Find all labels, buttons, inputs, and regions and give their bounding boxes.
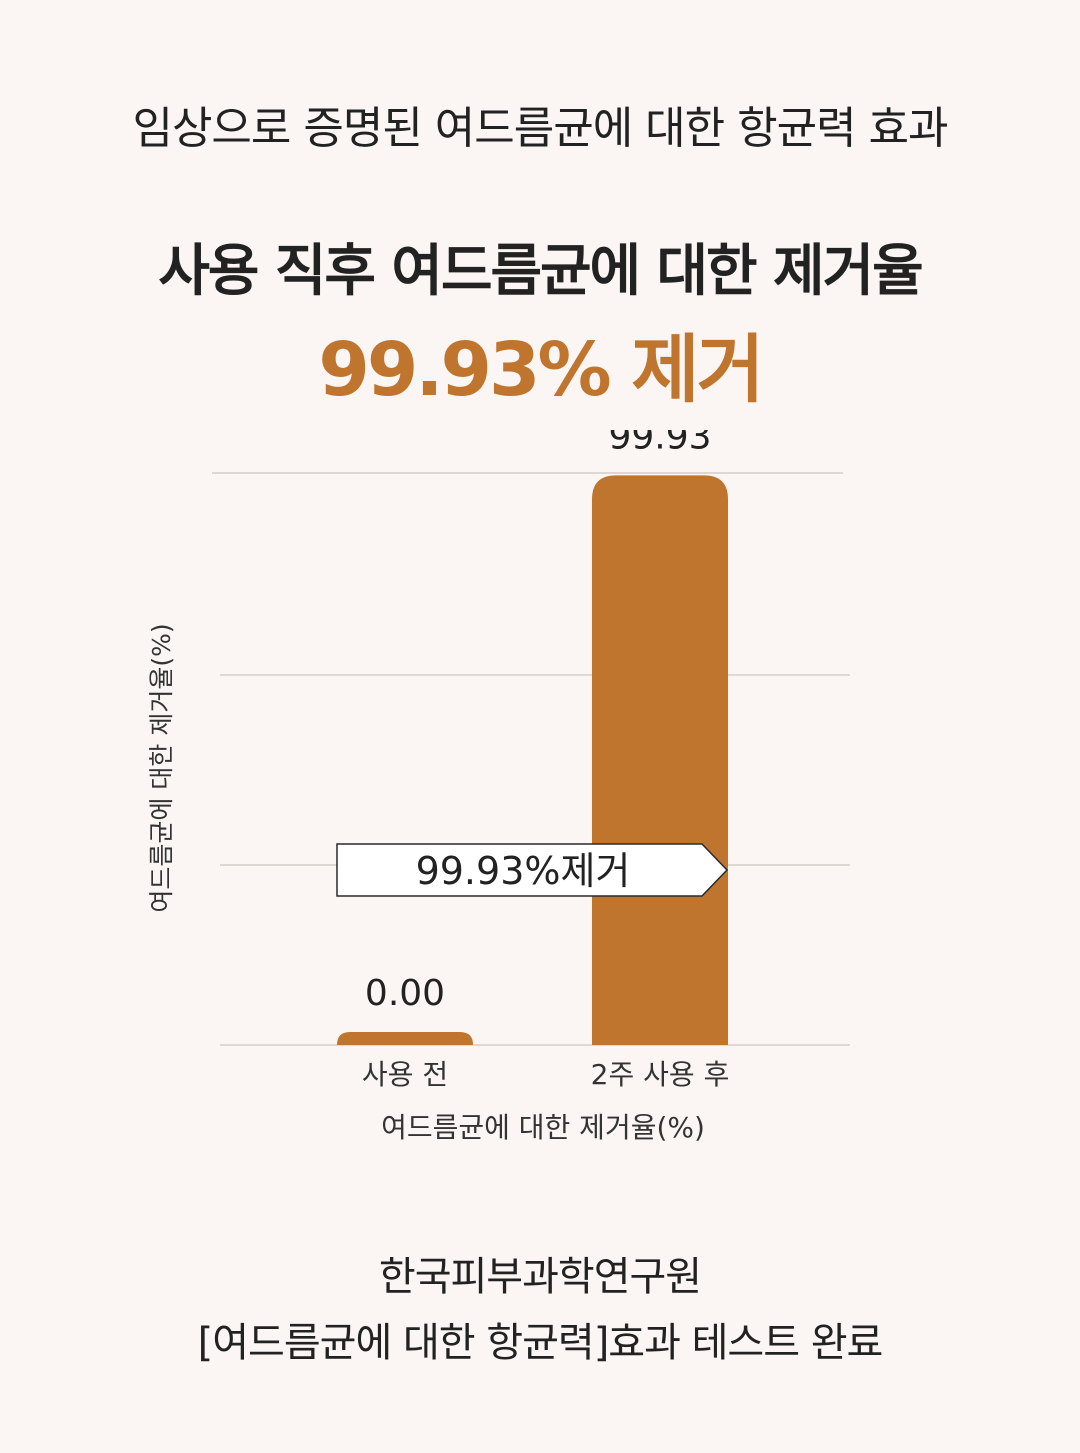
- data-label-1: 99.93: [608, 430, 711, 457]
- x-axis-label: 여드름균에 대한 제거율(%): [381, 1111, 705, 1144]
- footer-test-note: [여드름균에 대한 항균력]효과 테스트 완료: [197, 1320, 884, 1366]
- bars: [337, 475, 728, 1045]
- gridlines: [212, 472, 850, 1046]
- bar-0: [337, 1032, 473, 1045]
- annotation-arrow-shape: [336, 843, 729, 897]
- annotation-arrow: 99.93%제거: [336, 843, 729, 897]
- data-label-0: 0.00: [365, 973, 445, 1014]
- page-title: 임상으로 증명된 여드름균에 대한 항균력 효과: [132, 103, 948, 154]
- highlight-result: 99.93% 제거: [318, 327, 764, 413]
- y-axis-label: 여드름균에 대한 제거율(%): [147, 623, 176, 912]
- labels: 0.00 사용 전 99.93 2주 사용 후: [362, 430, 729, 1091]
- bar-chart: 0.00 사용 전 99.93 2주 사용 후 99.93%제거 여드름균에 대한 제…: [147, 430, 850, 1144]
- footer-institute: 한국피부과학연구원: [378, 1254, 702, 1300]
- annotation-label: 99.93%제거: [416, 849, 631, 893]
- headline: 사용 직후 여드름균에 대한 제거율: [158, 239, 923, 304]
- category-label-1: 2주 사용 후: [591, 1058, 730, 1091]
- bar-1: [592, 475, 728, 1045]
- category-label-0: 사용 전: [362, 1058, 448, 1091]
